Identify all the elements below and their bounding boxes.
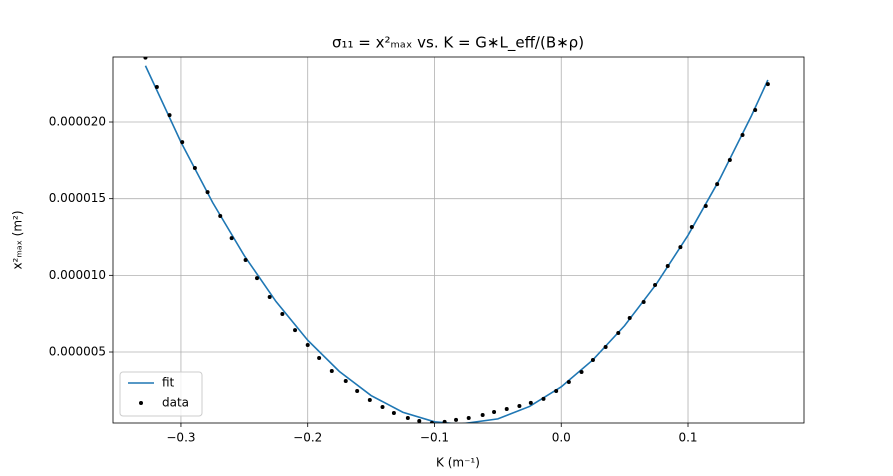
data-point [255, 276, 260, 281]
data-point [678, 245, 683, 250]
x-tick-label: 0.0 [552, 431, 571, 445]
data-point [442, 419, 447, 423]
data-point [267, 294, 272, 299]
data-point [180, 140, 185, 145]
data-point [740, 133, 745, 138]
data-point [689, 225, 694, 230]
data-point [480, 413, 485, 418]
data-point [727, 158, 732, 163]
data-point [305, 342, 310, 347]
legend-label: fit [162, 376, 175, 390]
data-point [143, 57, 148, 60]
data-point [504, 407, 509, 412]
data-point [665, 263, 670, 268]
data-point [367, 398, 372, 403]
plot-area [143, 57, 770, 423]
data-point [192, 166, 197, 171]
data-point [329, 369, 334, 374]
data-point [566, 380, 571, 385]
data-point [205, 190, 210, 195]
legend-swatch [139, 401, 143, 405]
data-point [765, 82, 770, 87]
y-axis-label: x²ₘₐₓ (m²) [11, 210, 25, 269]
data-point [454, 417, 459, 422]
data-point [517, 403, 522, 408]
axes-frame [112, 56, 805, 424]
data-point [355, 388, 360, 393]
y-tick-label: 0.000015 [49, 191, 106, 205]
data-point [627, 315, 632, 320]
y-tick-label: 0.000020 [49, 115, 106, 129]
data-point [492, 409, 497, 414]
data-point [417, 419, 422, 423]
data-point [154, 85, 159, 90]
data-point [280, 311, 285, 316]
legend-label: data [162, 396, 189, 410]
data-point [603, 344, 608, 349]
x-tick-label: −0.2 [293, 431, 322, 445]
legend: fit data [119, 371, 203, 417]
x-tick-label: 0.1 [678, 431, 697, 445]
legend-box [119, 371, 203, 417]
data-point [554, 388, 559, 393]
data-point [653, 283, 658, 288]
data-point [343, 378, 348, 383]
data-point [317, 355, 322, 360]
grid [113, 57, 804, 423]
y-tick-label: 0.000010 [49, 268, 106, 282]
data-point [541, 396, 546, 401]
chart-title: σ₁₁ = x²ₘₐₓ vs. K = G∗L_eff/(B∗ρ) [332, 34, 584, 53]
data-point [579, 369, 584, 374]
data-point [229, 236, 234, 241]
data-point [391, 411, 396, 416]
data-point [616, 330, 621, 335]
data-point [293, 328, 298, 333]
y-tick-label: 0.000005 [49, 345, 106, 359]
data-point [528, 400, 533, 405]
data-point [218, 214, 223, 219]
fit-line [144, 65, 769, 423]
data-point [715, 182, 720, 187]
data-point [753, 108, 758, 113]
data-point [590, 357, 595, 362]
x-tick-label: −0.1 [420, 431, 449, 445]
data-point [167, 113, 172, 118]
data-point [466, 415, 471, 420]
data-point [405, 415, 410, 420]
data-point [243, 258, 248, 263]
data-point [380, 405, 385, 410]
x-tick-label: −0.3 [166, 431, 195, 445]
x-axis-label: K (m⁻¹) [436, 456, 480, 470]
data-point [641, 300, 646, 305]
data-point [429, 421, 434, 423]
data-point [703, 204, 708, 209]
